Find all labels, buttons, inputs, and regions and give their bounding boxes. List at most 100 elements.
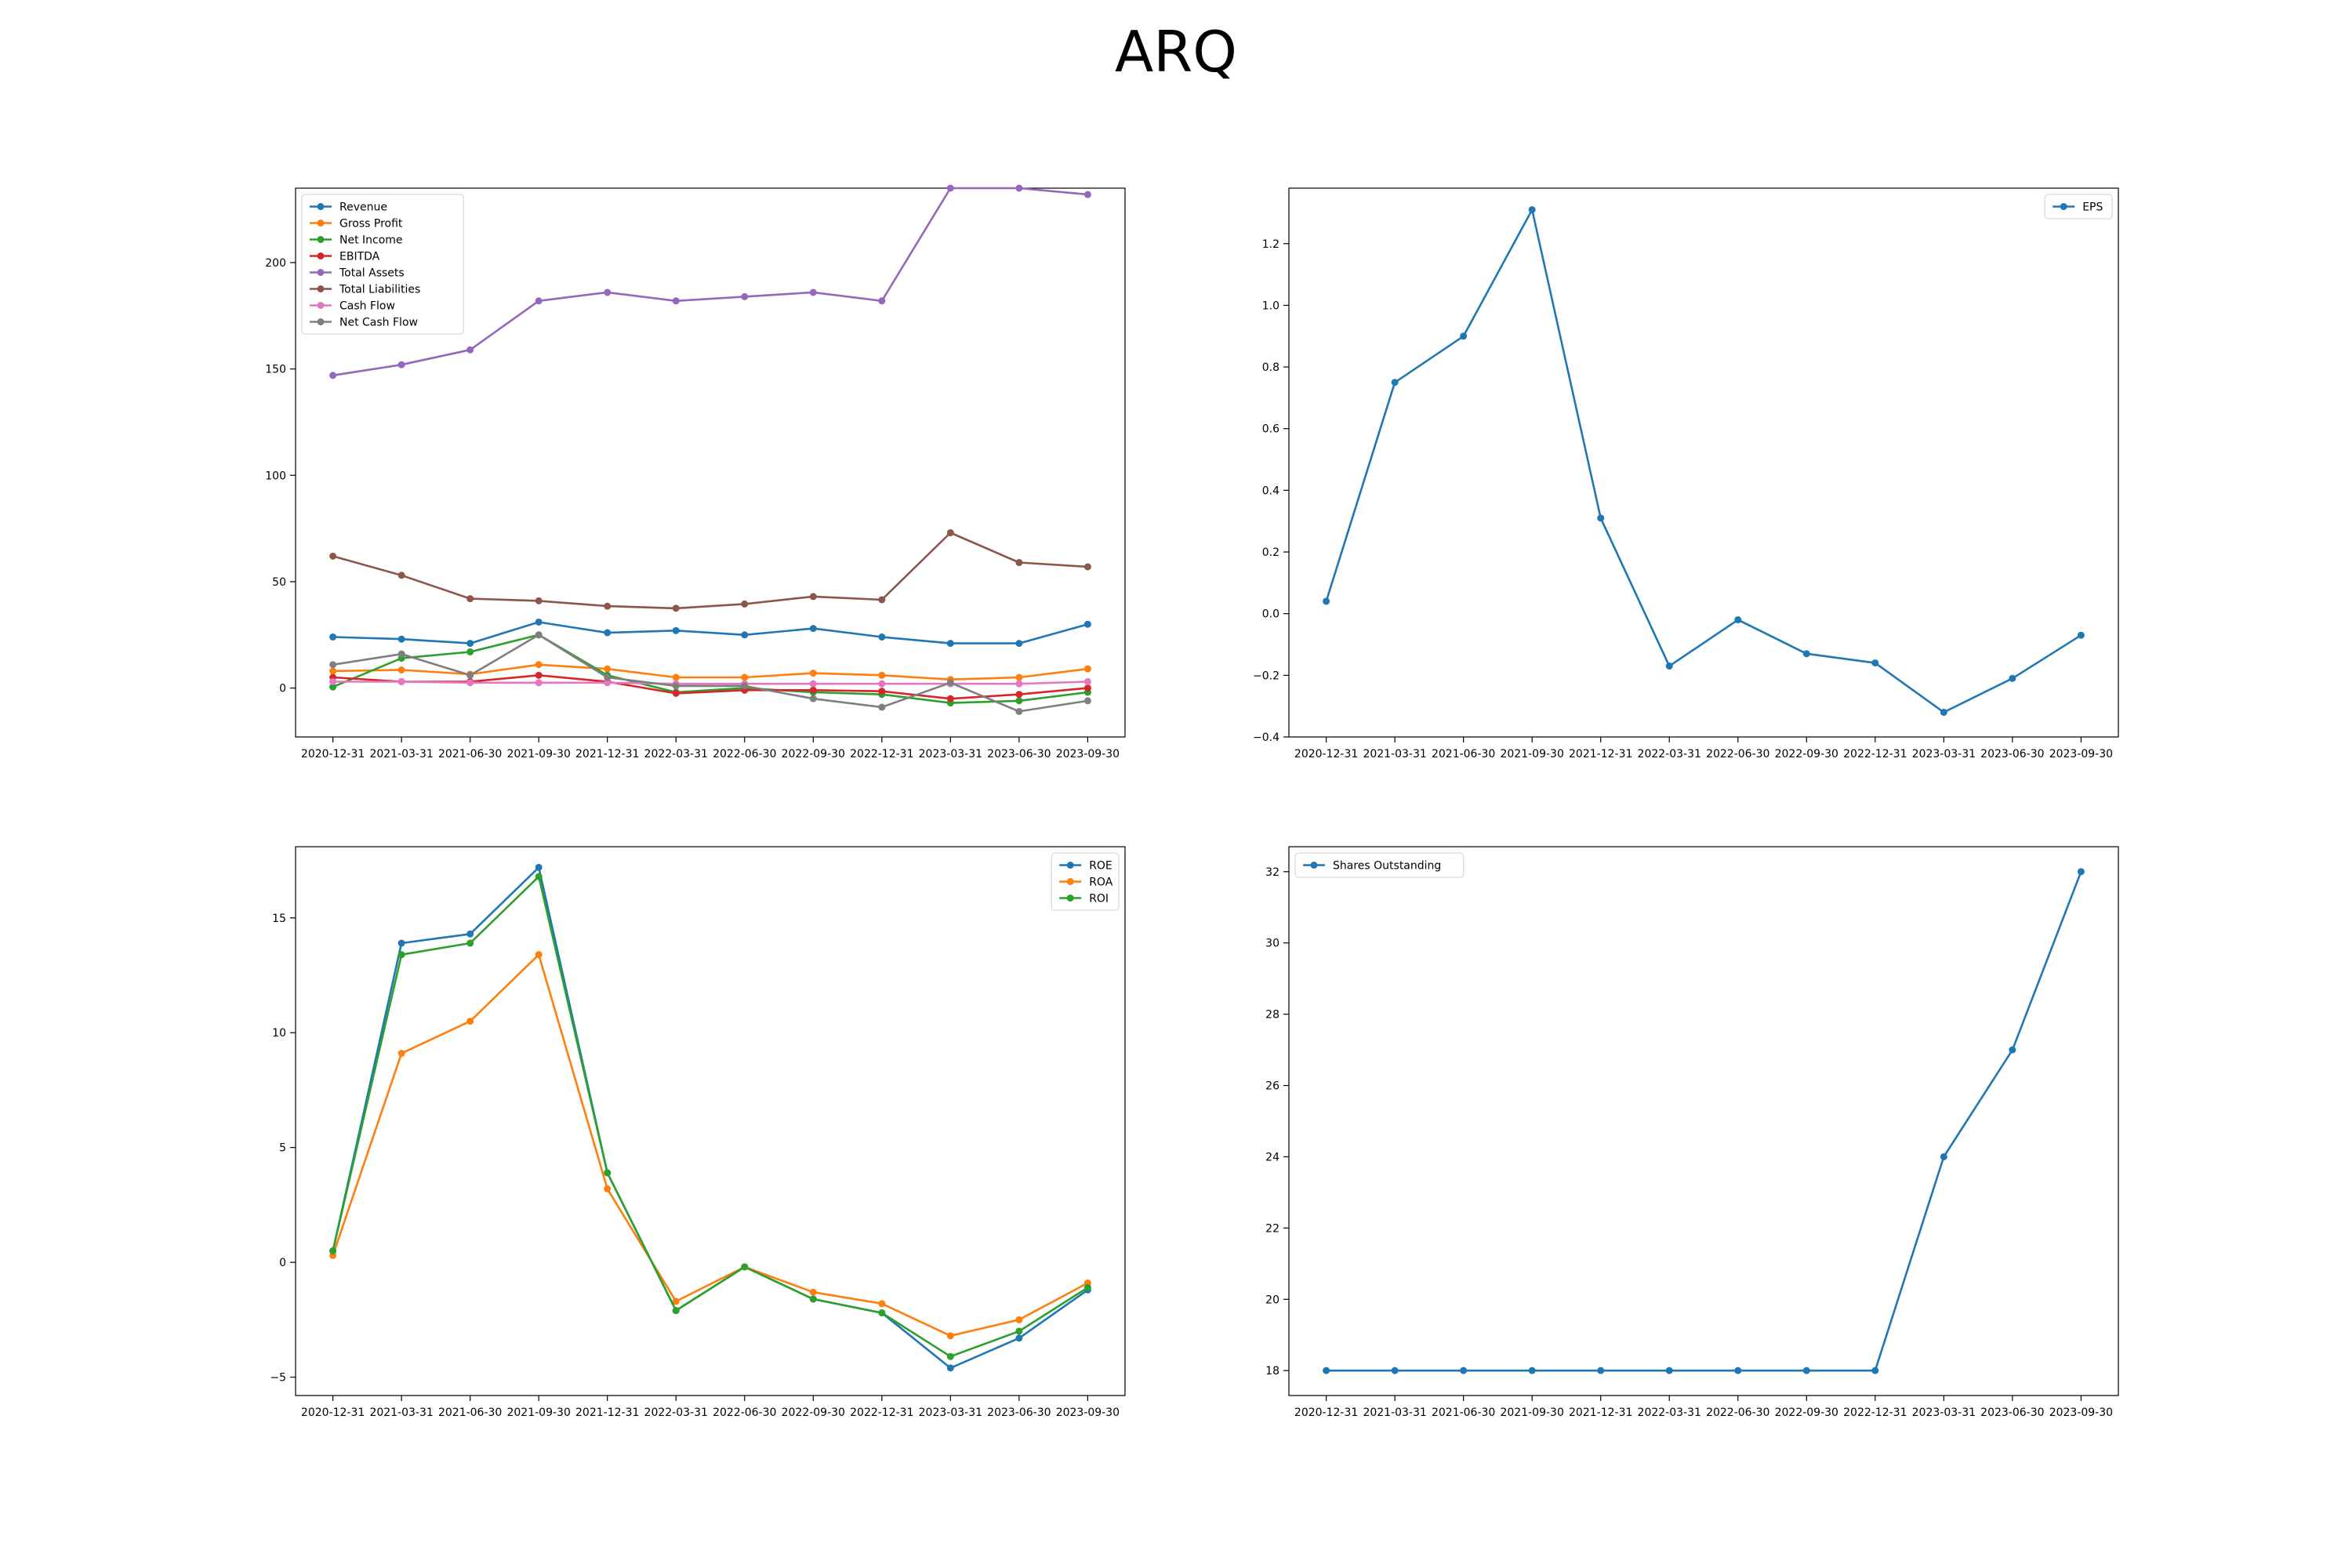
data-point — [329, 667, 337, 675]
data-point — [466, 939, 474, 947]
y-tick-label: 28 — [1265, 1009, 1279, 1022]
data-point — [1015, 697, 1023, 705]
data-point — [1083, 665, 1091, 673]
x-tick-label: 2022-12-31 — [1843, 1406, 1907, 1419]
legend-label: Net Income — [339, 234, 403, 247]
data-point — [535, 863, 543, 871]
data-point — [1015, 1316, 1023, 1323]
data-point — [604, 665, 612, 673]
legend-label: Shares Outstanding — [1333, 860, 1441, 873]
data-point — [2009, 1046, 2016, 1054]
data-point — [466, 595, 474, 603]
legend-label: Cash Flow — [339, 300, 395, 313]
data-point — [809, 680, 817, 688]
legend-label: Gross Profit — [339, 218, 403, 230]
series-line-net-cash-flow — [332, 633, 1088, 713]
data-point — [329, 633, 337, 641]
legend-marker — [1066, 895, 1074, 902]
x-tick-label: 2022-09-30 — [782, 1406, 845, 1419]
plot-frame — [1288, 846, 2119, 1396]
x-tick-label: 2023-09-30 — [2049, 1406, 2113, 1419]
data-point — [2009, 674, 2016, 682]
data-point — [1015, 1334, 1023, 1342]
x-tick-label: 2023-06-30 — [987, 1406, 1051, 1419]
y-tick-label: 18 — [1265, 1365, 1279, 1377]
legend-marker — [317, 252, 325, 260]
x-tick-label: 2020-12-31 — [301, 1406, 365, 1419]
x-tick-label: 2022-12-31 — [1843, 748, 1907, 760]
y-tick-label: 200 — [265, 257, 286, 270]
data-point — [1734, 1367, 1742, 1374]
x-tick-label: 2022-03-31 — [1638, 1406, 1701, 1419]
data-point — [466, 640, 474, 648]
data-point — [397, 650, 405, 658]
data-point — [535, 597, 543, 604]
x-tick-label: 2020-12-31 — [301, 748, 365, 760]
data-point — [604, 629, 612, 637]
data-point — [672, 673, 680, 681]
data-point — [329, 552, 337, 560]
data-point — [878, 671, 886, 679]
y-tick-label: 15 — [272, 913, 286, 925]
data-point — [946, 1352, 954, 1360]
data-point — [1323, 1367, 1330, 1374]
y-tick-label: 26 — [1265, 1080, 1279, 1093]
legend-marker — [317, 236, 325, 243]
legend-label: Total Assets — [339, 267, 405, 280]
data-point — [1015, 640, 1023, 648]
x-tick-label: 2022-06-30 — [1706, 748, 1769, 760]
x-tick-label: 2020-12-31 — [1294, 1406, 1358, 1419]
x-tick-label: 2021-03-31 — [369, 748, 433, 760]
data-point — [397, 951, 405, 959]
x-tick-label: 2023-03-31 — [919, 748, 982, 760]
x-tick-label: 2021-12-31 — [575, 748, 639, 760]
y-tick-label: −0.4 — [1253, 731, 1279, 744]
y-tick-label: 0 — [279, 683, 286, 695]
x-tick-label: 2021-09-30 — [506, 748, 570, 760]
data-point — [397, 1050, 405, 1058]
legend-marker — [1066, 878, 1074, 885]
data-point — [1083, 697, 1091, 705]
data-point — [535, 671, 543, 679]
y-tick-label: 0.2 — [1262, 546, 1279, 559]
x-tick-label: 2022-03-31 — [644, 1406, 708, 1419]
data-point — [1083, 620, 1091, 628]
data-point — [397, 677, 405, 685]
x-tick-label: 2022-06-30 — [713, 748, 776, 760]
x-tick-label: 2022-06-30 — [713, 1406, 776, 1419]
data-point — [535, 631, 543, 639]
data-point — [466, 679, 474, 687]
legend-marker — [1066, 862, 1074, 869]
x-tick-label: 2021-06-30 — [438, 748, 502, 760]
data-point — [466, 346, 474, 354]
series-line-revenue — [332, 621, 1088, 644]
data-point — [2077, 868, 2085, 876]
data-point — [1083, 563, 1091, 571]
data-point — [535, 661, 543, 669]
data-point — [1597, 514, 1605, 522]
data-point — [1323, 597, 1330, 605]
data-point — [1940, 1152, 1947, 1160]
data-point — [741, 292, 749, 300]
data-point — [604, 289, 612, 296]
series-line-eps — [1325, 209, 2082, 713]
legend: Revenue Gross Profit Net Income EBITDA Total… — [301, 194, 464, 335]
x-tick-label: 2023-09-30 — [2049, 748, 2113, 760]
data-point — [809, 1295, 817, 1303]
data-point — [1665, 662, 1673, 670]
data-point — [1015, 1327, 1023, 1335]
x-tick-label: 2023-06-30 — [987, 748, 1051, 760]
x-tick-label: 2023-09-30 — [1056, 748, 1120, 760]
data-point — [466, 671, 474, 679]
data-point — [809, 670, 817, 677]
data-point — [466, 930, 474, 938]
y-tick-label: −0.2 — [1253, 670, 1279, 682]
series-line-net-income — [332, 633, 1088, 704]
x-tick-label: 2020-12-31 — [1294, 748, 1358, 760]
data-point — [878, 703, 886, 711]
data-point — [466, 1018, 474, 1025]
data-point — [809, 686, 817, 694]
series-line-shares-outstanding — [1326, 871, 2082, 1372]
x-tick-label: 2023-09-30 — [1056, 1406, 1120, 1419]
